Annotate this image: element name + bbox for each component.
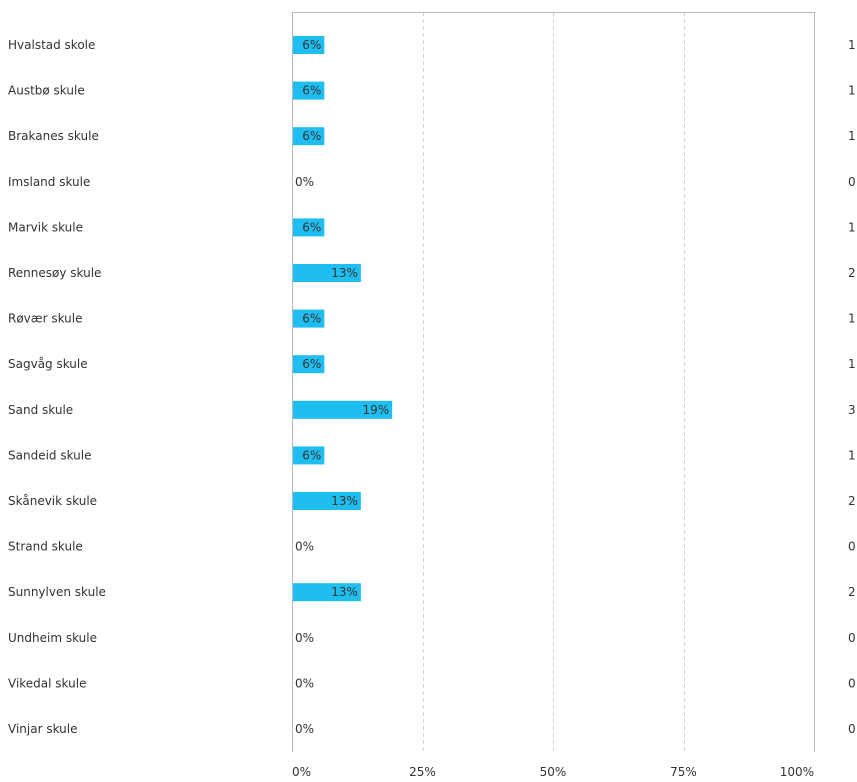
count-label: 0	[848, 540, 856, 554]
category-label: Brakanes skule	[8, 129, 99, 143]
x-axis-tick-labels: 0% 25% 50% 75% 100%	[292, 765, 814, 779]
count-label: 0	[848, 175, 856, 189]
bar	[293, 492, 361, 510]
count-label: 2	[848, 585, 856, 599]
category-label: Rennesøy skule	[8, 266, 101, 280]
bar-value-label: 13%	[331, 585, 358, 599]
count-label: 0	[848, 722, 856, 736]
count-label: 1	[848, 312, 856, 326]
x-tick-label: 0%	[292, 765, 311, 779]
bars	[293, 36, 393, 602]
bar	[293, 127, 325, 146]
bar-value-label: 19%	[363, 403, 390, 417]
grid-lines	[423, 12, 685, 752]
bar-value-label: 6%	[302, 38, 321, 52]
value-labels: 6% 6% 6% 0% 6% 13% 6% 6% 19% 6% 13% 0% 13% 0% 0% 0%	[295, 38, 389, 736]
category-labels: Hvalstad skole Austbø skule Brakanes skule…	[8, 38, 106, 736]
count-label: 1	[848, 448, 856, 462]
count-label: 0	[848, 631, 856, 645]
x-tick-label: 25%	[409, 765, 436, 779]
bar	[293, 400, 393, 419]
bar-value-label: 6%	[302, 312, 321, 326]
category-label: Austbø skule	[8, 84, 85, 98]
bar-value-label: 6%	[302, 448, 321, 462]
bar-value-label: 0%	[295, 676, 314, 690]
count-label: 1	[848, 129, 856, 143]
bar-value-label: 6%	[302, 357, 321, 371]
category-label: Vikedal skule	[8, 676, 86, 690]
category-label: Sandeid skule	[8, 448, 92, 462]
x-tick-label: 50%	[540, 765, 567, 779]
count-label: 1	[848, 357, 856, 371]
category-label: Sunnylven skule	[8, 585, 106, 599]
count-labels: 1 1 1 0 1 2 1 1 3 1 2 0 2 0 0 0	[848, 38, 856, 736]
bar	[293, 309, 325, 328]
bar-value-label: 13%	[331, 494, 358, 508]
bar	[293, 446, 325, 465]
category-label: Strand skule	[8, 540, 83, 554]
bar-value-label: 13%	[331, 266, 358, 280]
bar	[293, 36, 325, 54]
bar	[293, 218, 325, 237]
count-label: 0	[848, 676, 856, 690]
count-label: 2	[848, 266, 856, 280]
category-label: Hvalstad skole	[8, 38, 95, 52]
x-tick-label: 100%	[780, 765, 814, 779]
bar-value-label: 6%	[302, 220, 321, 234]
bar-value-label: 0%	[295, 631, 314, 645]
count-label: 1	[848, 84, 856, 98]
category-label: Røvær skule	[8, 312, 82, 326]
count-label: 1	[848, 220, 856, 234]
category-label: Vinjar skule	[8, 722, 77, 736]
category-label: Skånevik skule	[8, 494, 97, 508]
category-label: Sand skule	[8, 403, 73, 417]
bar-value-label: 6%	[302, 129, 321, 143]
bar	[293, 81, 325, 100]
bar-value-label: 0%	[295, 175, 314, 189]
bar-value-label: 6%	[302, 84, 321, 98]
x-tick-label: 75%	[670, 765, 697, 779]
bar	[293, 355, 325, 374]
bar	[293, 264, 361, 282]
bar	[293, 583, 361, 602]
category-label: Imsland skule	[8, 175, 90, 189]
plot-frame	[292, 12, 815, 752]
bar-value-label: 0%	[295, 722, 314, 736]
count-label: 2	[848, 494, 856, 508]
category-label: Sagvåg skule	[8, 357, 88, 371]
bar-value-label: 0%	[295, 540, 314, 554]
count-label: 1	[848, 38, 856, 52]
category-label: Undheim skule	[8, 631, 97, 645]
category-label: Marvik skule	[8, 220, 83, 234]
count-label: 3	[848, 403, 856, 417]
